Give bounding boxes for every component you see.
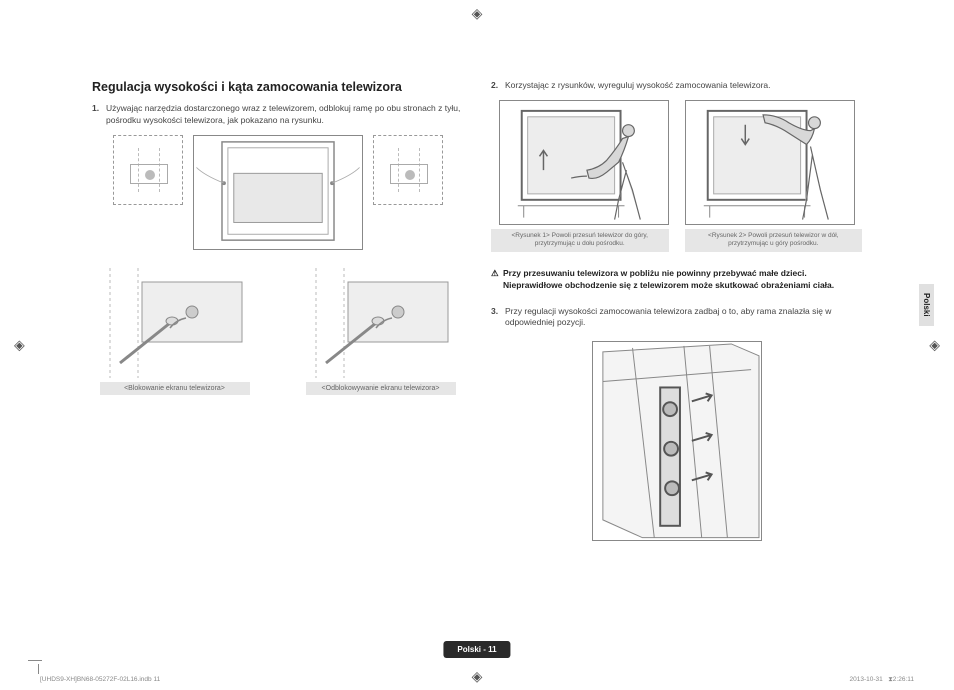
caption-unlock: <Odblokowywanie ekranu telewizora>: [306, 382, 456, 395]
footer-timestamp: 2013-10-31 ⧗2:26:11: [850, 676, 914, 684]
diagram-row-1: [92, 135, 463, 250]
right-column: 2. Korzystając z rysunków, wyreguluj wys…: [491, 80, 862, 635]
footer-filename: [UHDS9-XH]BN68-05272F-02L16.indb 11: [40, 676, 160, 684]
section-heading: Regulacja wysokości i kąta zamocowania t…: [92, 80, 463, 94]
step-3: 3. Przy regulacji wysokości zamocowania …: [491, 306, 862, 330]
figure-bracket-right: [373, 135, 443, 205]
diagram-row-right: [491, 100, 862, 225]
right-caption-row: <Rysunek 1> Powoli przesuń telewizor do …: [491, 229, 862, 252]
left-column: Regulacja wysokości i kąta zamocowania t…: [92, 80, 463, 635]
step-text: Używając narzędzia dostarczonego wraz z …: [106, 103, 463, 127]
figure-lift-down: [685, 100, 855, 225]
figure-unlock: [306, 268, 456, 378]
step-number: 3.: [491, 306, 505, 330]
crop-corner: [28, 660, 48, 670]
step-number: 2.: [491, 80, 505, 92]
figure-lock: [100, 268, 250, 378]
warning-icon: ⚠: [491, 268, 503, 292]
crop-mark-right: ◈: [929, 337, 940, 354]
page-content: Regulacja wysokości i kąta zamocowania t…: [92, 80, 862, 635]
crop-mark-top: ◈: [472, 5, 483, 22]
caption-lock: <Blokowanie ekranu telewizora>: [100, 382, 250, 395]
diagram-row-2: [92, 268, 463, 378]
step-text: Przy regulacji wysokości zamocowania tel…: [505, 306, 862, 330]
figure-bracket-left: [113, 135, 183, 205]
step-2: 2. Korzystając z rysunków, wyreguluj wys…: [491, 80, 862, 92]
warning-text: Przy przesuwaniu telewizora w pobliżu ni…: [503, 268, 862, 292]
figure-frame-position: [592, 341, 762, 541]
step-text: Korzystając z rysunków, wyreguluj wysoko…: [505, 80, 862, 92]
footer: [UHDS9-XH]BN68-05272F-02L16.indb 11 2013…: [0, 676, 954, 684]
language-tab: Polski: [919, 284, 934, 326]
caption-row: <Blokowanie ekranu telewizora> <Odblokow…: [92, 382, 463, 395]
page-number-badge: Polski - 11: [443, 641, 510, 658]
figure-lift-up: [499, 100, 669, 225]
caption-fig1: <Rysunek 1> Powoli przesuń telewizor do …: [491, 229, 669, 252]
figure-tv-main: [193, 135, 363, 250]
caption-fig2: <Rysunek 2> Powoli przesuń telewizor w d…: [685, 229, 863, 252]
warning: ⚠ Przy przesuwaniu telewizora w pobliżu …: [491, 268, 862, 292]
crop-mark-left: ◈: [14, 337, 25, 354]
step-1: 1. Używając narzędzia dostarczonego wraz…: [92, 103, 463, 127]
step-number: 1.: [92, 103, 106, 127]
